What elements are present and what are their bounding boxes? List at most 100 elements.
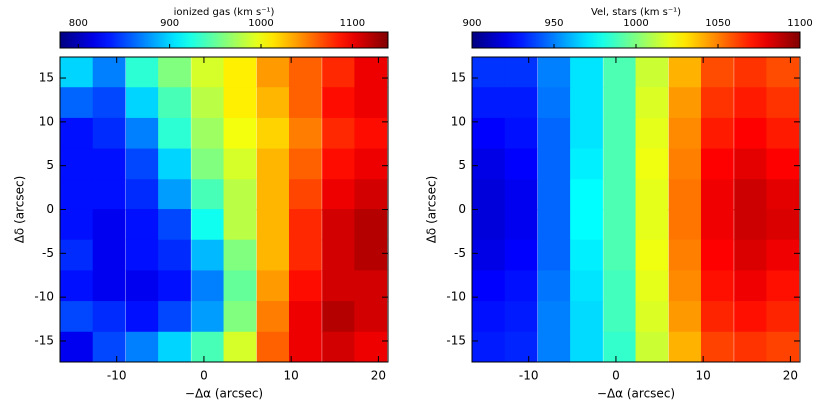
heatmap-cell <box>700 331 734 362</box>
heatmap-cell <box>504 117 538 150</box>
y-tick-label: 0 <box>46 202 54 216</box>
heatmap-cell <box>537 301 571 333</box>
heatmap-cell <box>734 270 767 302</box>
colorbar-tick-label: 950 <box>544 18 563 29</box>
heatmap-cell <box>700 239 734 271</box>
heatmap-cell <box>92 57 126 88</box>
heatmap-cell <box>734 148 767 180</box>
heatmap-cell <box>191 331 225 362</box>
heatmap-cell <box>223 179 257 211</box>
heatmap-cell <box>766 209 800 241</box>
heatmap-cell <box>223 209 257 241</box>
heatmap-cell <box>125 301 159 333</box>
heatmap-cell <box>223 331 257 362</box>
heatmap-cell <box>60 301 94 333</box>
heatmap-cell <box>700 57 734 88</box>
heatmap-cell <box>92 117 126 150</box>
heatmap-cell <box>766 179 800 211</box>
heatmap-cell <box>322 209 355 241</box>
heatmap-cell <box>537 117 571 150</box>
heatmap-cell <box>668 270 702 302</box>
heatmap-cell <box>668 87 702 119</box>
heatmap-cell <box>256 87 290 119</box>
heatmap-cell <box>504 331 538 362</box>
heatmap-cell <box>256 239 290 271</box>
x-tick-label: -10 <box>519 369 539 383</box>
heatmap-cell <box>158 117 191 150</box>
heatmap-cell <box>570 301 603 333</box>
heatmap-cell <box>472 87 506 119</box>
heatmap-cell <box>125 331 159 362</box>
heatmap-cell <box>472 331 506 362</box>
heatmap-cell <box>537 148 571 180</box>
heatmap-cell <box>537 331 571 362</box>
heatmap-cell <box>288 239 322 271</box>
heatmap-cell <box>603 209 637 241</box>
heatmap-cell <box>158 87 191 119</box>
heatmap-cell <box>60 209 94 241</box>
heatmap-cell <box>700 270 734 302</box>
heatmap-cell <box>125 209 159 241</box>
heatmap-cell <box>92 87 126 119</box>
heatmap-cell <box>223 87 257 119</box>
heatmap-cell <box>472 301 506 333</box>
colorbar-tick-label: 900 <box>160 18 179 29</box>
heatmap-cell <box>223 117 257 150</box>
heatmap-cell <box>158 179 191 211</box>
colorbar-tick-label: 1050 <box>705 18 730 29</box>
y-tick-label: 10 <box>39 114 54 128</box>
heatmap-cell <box>603 179 637 211</box>
heatmap-cell <box>125 57 159 88</box>
heatmap-cell <box>537 270 571 302</box>
colorbar-tick-label: 1000 <box>623 18 648 29</box>
heatmap-cell <box>322 301 355 333</box>
y-tick-label: 0 <box>458 202 466 216</box>
heatmap-cell <box>635 331 669 362</box>
heatmap-cell <box>191 117 225 150</box>
x-tick-label: 0 <box>200 369 208 383</box>
heatmap-cell <box>92 270 126 302</box>
heatmap-cell <box>288 57 322 88</box>
heatmap-cell <box>734 117 767 150</box>
heatmap-cell <box>191 57 225 88</box>
heatmap-cell <box>504 209 538 241</box>
heatmap-cell <box>256 117 290 150</box>
heatmap-cell <box>322 148 355 180</box>
heatmap-cell <box>766 117 800 150</box>
heatmap-cell <box>125 239 159 271</box>
heatmap-cell <box>504 179 538 211</box>
colorbar <box>59 31 389 49</box>
heatmap-cell <box>504 239 538 271</box>
heatmap-cell <box>60 148 94 180</box>
heatmap-cell <box>92 331 126 362</box>
heatmap-cell <box>256 148 290 180</box>
heatmap-cell <box>537 87 571 119</box>
x-tick-label: 20 <box>783 369 798 383</box>
x-tick-label: -10 <box>107 369 127 383</box>
heatmap-cell <box>92 148 126 180</box>
heatmap-cell <box>223 148 257 180</box>
heatmap-cell <box>60 270 94 302</box>
heatmap-cell <box>125 87 159 119</box>
heatmap-cell <box>288 209 322 241</box>
heatmap-cell <box>734 301 767 333</box>
heatmap-cell <box>504 87 538 119</box>
heatmap-cell <box>288 117 322 150</box>
heatmap-cell <box>668 148 702 180</box>
heatmap-cell <box>734 239 767 271</box>
heatmap-cell <box>158 301 191 333</box>
heatmap-cell <box>766 148 800 180</box>
heatmap-cell <box>354 87 388 119</box>
heatmap-cell <box>158 57 191 88</box>
heatmap-cell <box>354 57 388 88</box>
heatmap-cell <box>60 117 94 150</box>
heatmap-cell <box>668 179 702 211</box>
heatmap-cell <box>191 209 225 241</box>
heatmap-cells <box>472 57 800 362</box>
heatmap-cell <box>256 331 290 362</box>
heatmap-cell <box>734 57 767 88</box>
heatmap-cell <box>472 57 506 88</box>
heatmap-cells <box>60 57 388 362</box>
heatmap-cell <box>256 301 290 333</box>
heatmap-cell <box>125 148 159 180</box>
